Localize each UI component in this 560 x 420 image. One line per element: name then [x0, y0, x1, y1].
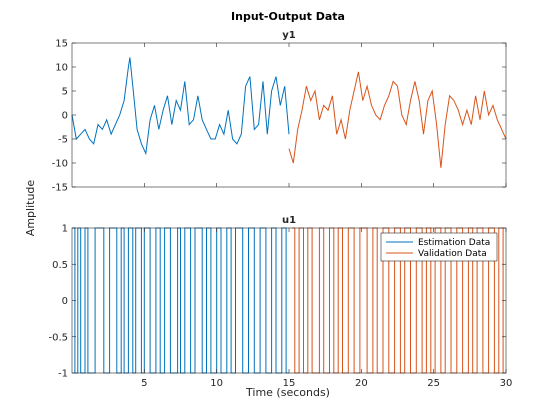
- y-tick-label: 0: [62, 296, 68, 307]
- figure-title: Input-Output Data: [231, 10, 345, 23]
- y-tick-label: -10: [52, 159, 68, 170]
- legend-label-1: Validation Data: [418, 249, 487, 259]
- y-tick-label: 5: [62, 87, 68, 98]
- x-tick-label: 25: [427, 378, 440, 389]
- series-y1-validation: [288, 71, 507, 168]
- y-tick-label: -5: [58, 135, 68, 146]
- y-tick-label: 10: [55, 63, 68, 74]
- y-tick-label: 15: [55, 39, 68, 50]
- series-y1-estimation: [71, 57, 290, 156]
- y-tick-label: -1: [58, 369, 68, 380]
- x-tick-label: 10: [210, 378, 223, 389]
- x-tick-label: 20: [355, 378, 368, 389]
- x-tick-label: 5: [141, 378, 147, 389]
- panel-y1: y1 -15 -10 -5 0 5 10 15: [52, 30, 507, 194]
- panel-title-y1: y1: [282, 30, 296, 41]
- y-axis-label: Amplitude: [24, 180, 37, 237]
- x-tick-label: 15: [283, 378, 296, 389]
- legend-box: [380, 232, 498, 262]
- legend-label-0: Estimation Data: [418, 238, 490, 248]
- y-tick-label: -0.5: [48, 332, 68, 343]
- plot-area-y1: [72, 43, 506, 187]
- y-tick-label: 0: [62, 111, 68, 122]
- panel-title-u1: u1: [282, 215, 296, 226]
- y-tick-label: -15: [52, 183, 68, 194]
- x-axis-label: Time (seconds): [245, 386, 330, 399]
- y-tick-label: 0.5: [52, 260, 68, 271]
- x-tick-label: 30: [500, 378, 513, 389]
- y-tick-label: 1: [62, 224, 68, 235]
